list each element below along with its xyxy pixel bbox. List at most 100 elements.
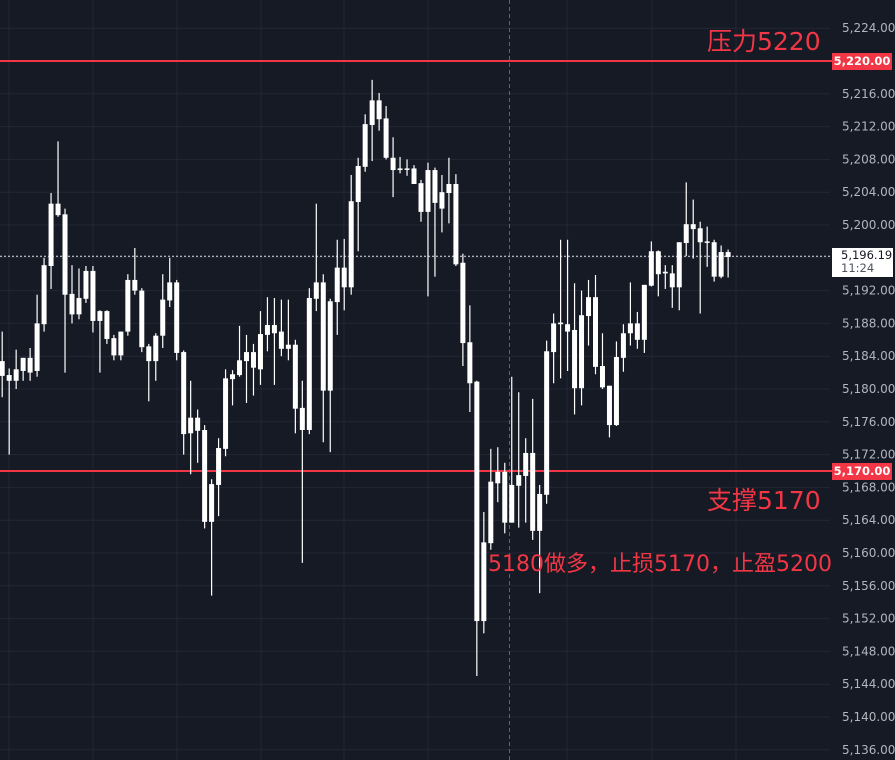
candle-body (390, 157, 396, 171)
y-tick-label: 5,160.00 (842, 546, 895, 560)
candle-body (181, 352, 187, 435)
candle-body (439, 192, 445, 209)
candle-body (264, 325, 270, 335)
candle-body (104, 311, 110, 339)
candle-body (299, 407, 305, 430)
candle-body (90, 270, 96, 321)
candle-body (704, 241, 710, 243)
candle-body (341, 267, 347, 288)
candle-body (495, 471, 501, 484)
candle-body (69, 293, 75, 315)
trade-plan-annotation[interactable]: 5180做多，止损5170，止盈5200 (488, 552, 832, 577)
candle-body (20, 357, 26, 371)
candle-body (579, 315, 585, 389)
candle-body (718, 252, 724, 277)
candle-body (690, 224, 696, 230)
candle-body (271, 325, 277, 334)
y-tick-label: 5,208.00 (842, 152, 895, 166)
y-tick-label: 5,176.00 (842, 415, 895, 429)
candle-body (355, 165, 361, 203)
candle-body (306, 297, 312, 430)
candle-body (634, 323, 640, 340)
y-tick-label: 5,164.00 (842, 513, 895, 527)
candle-body (55, 203, 61, 216)
candle-body (76, 297, 82, 315)
candle-body (278, 331, 284, 349)
candle-body (537, 493, 543, 531)
candle-body (558, 322, 564, 325)
candle-body (34, 323, 40, 371)
candle-body (48, 203, 54, 266)
candle-body (285, 344, 291, 349)
candle-body (432, 170, 438, 203)
candle-body (502, 471, 508, 523)
y-tick-label: 5,192.00 (842, 284, 895, 298)
candle-body (237, 360, 243, 376)
bar-countdown: 11:24 (841, 261, 875, 275)
candle-body (327, 301, 333, 391)
y-tick-label: 5,212.00 (842, 120, 895, 134)
candle-body (83, 270, 89, 299)
candle-body (13, 369, 19, 381)
y-tick-label: 5,140.00 (842, 710, 895, 724)
candle-body (146, 346, 152, 362)
candle-body (453, 184, 459, 265)
y-tick-label: 5,172.00 (842, 448, 895, 462)
y-tick-label: 5,144.00 (842, 677, 895, 691)
candle-body (551, 323, 557, 353)
resistance-annotation[interactable]: 压力5220 (707, 27, 821, 56)
candle-body (250, 352, 256, 368)
candle-body (62, 214, 68, 295)
candle-body (167, 282, 173, 301)
candle-body (376, 100, 382, 120)
candle-body (586, 297, 592, 317)
candle-body (111, 338, 117, 356)
candle-body (460, 262, 466, 344)
candle-body (467, 342, 473, 384)
candle-body (725, 252, 731, 257)
y-tick-label: 5,180.00 (842, 382, 895, 396)
candle-body (662, 271, 668, 274)
candle-body (655, 251, 661, 275)
y-tick-label: 5,216.00 (842, 87, 895, 101)
y-tick-label: 5,156.00 (842, 579, 895, 593)
y-tick-label: 5,188.00 (842, 316, 895, 330)
candle-body (425, 170, 431, 212)
candle-body (27, 357, 33, 373)
y-tick-label: 5,204.00 (842, 185, 895, 199)
candle-body (125, 279, 131, 332)
candle-body (404, 168, 410, 170)
candle-body (41, 265, 47, 325)
candle-body (0, 361, 5, 376)
candle-body (711, 242, 717, 277)
candle-body (697, 228, 703, 243)
candle-body (474, 381, 480, 622)
candle-body (509, 484, 515, 523)
current-price-value: 5,196.19 (841, 248, 893, 262)
support-annotation[interactable]: 支撑5170 (707, 486, 821, 515)
candle-body (188, 417, 194, 434)
candle-body (620, 333, 626, 358)
candle-body (153, 335, 159, 362)
candle-body (683, 224, 689, 244)
candle-body (174, 282, 180, 353)
candle-body (132, 279, 138, 291)
candle-body (6, 375, 12, 381)
y-tick-label: 5,136.00 (842, 743, 895, 757)
y-tick-label: 5,168.00 (842, 480, 895, 494)
candle-body (139, 290, 145, 348)
candle-body (244, 352, 249, 362)
candle-body (641, 284, 647, 340)
candle-body (530, 452, 536, 531)
candle-body (334, 267, 340, 303)
candle-body (369, 100, 375, 125)
candle-body (565, 324, 571, 332)
candle-body (397, 168, 403, 171)
current-price-label: 5,196.19 11:24 (832, 248, 893, 277)
candle-body (516, 475, 522, 486)
candle-body (446, 184, 452, 194)
support-price-label: 5,170.00 (832, 463, 892, 480)
candle-body (488, 481, 494, 544)
